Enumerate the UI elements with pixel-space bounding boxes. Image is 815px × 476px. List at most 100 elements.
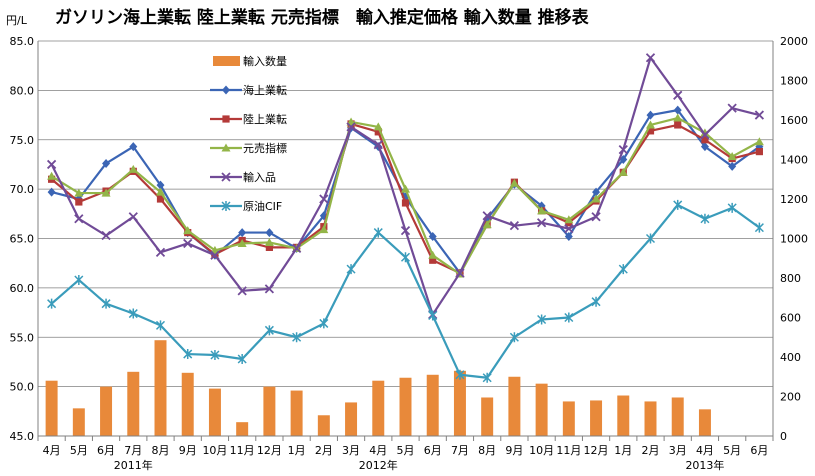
- data-point: [319, 194, 329, 204]
- data-point: [291, 243, 302, 254]
- x-tick-label: 6月: [424, 444, 442, 457]
- bar: [617, 395, 630, 436]
- x-tick-label: 8月: [152, 444, 170, 457]
- data-point: [75, 198, 83, 206]
- left-tick-label: 80.0: [10, 84, 35, 97]
- x-tick-label: 9月: [179, 444, 197, 457]
- data-point: [74, 188, 84, 197]
- right-tick-label: 400: [780, 351, 801, 364]
- data-point: [101, 188, 111, 197]
- data-point: [618, 167, 628, 176]
- data-point: [591, 194, 601, 203]
- legend-label: 輸入品: [243, 170, 276, 184]
- data-point: [264, 284, 275, 294]
- x-tick-label: 6月: [750, 444, 768, 457]
- data-point: [618, 144, 628, 155]
- data-point: [727, 103, 737, 113]
- bar: [671, 397, 684, 436]
- data-point: [509, 221, 520, 231]
- data-point: [754, 110, 765, 120]
- bar: [181, 372, 194, 436]
- data-point: [645, 233, 656, 244]
- legend-label: 元売指標: [243, 141, 287, 155]
- x-tick-label: 5月: [70, 444, 88, 457]
- data-point: [591, 212, 601, 222]
- data-point: [673, 113, 683, 122]
- x-axis-year-labels: 2011年 2012年 2013年: [114, 458, 725, 472]
- data-point: [401, 184, 410, 193]
- data-point: [455, 268, 465, 278]
- data-point: [700, 142, 709, 152]
- data-point: [155, 247, 166, 257]
- left-tick-label: 50.0: [10, 381, 35, 394]
- bar-series-import-volume: [45, 340, 711, 436]
- x-tick-label: 12月: [257, 444, 282, 457]
- data-point: [128, 164, 138, 173]
- axes: [37, 41, 774, 437]
- data-point: [128, 212, 138, 222]
- x-tick-label: 11月: [556, 444, 581, 457]
- x-tick-label: 10月: [529, 444, 554, 457]
- right-tick-label: 800: [780, 272, 801, 285]
- bar: [508, 376, 521, 436]
- bar: [644, 401, 657, 436]
- data-point: [564, 312, 574, 323]
- legend-label: 陸上業転: [243, 113, 287, 126]
- chart-title: ガソリン海上業転 陸上業転 元売指標 輸入推定価格 輸入数量 推移表: [55, 7, 590, 28]
- data-point: [701, 136, 709, 144]
- bar: [453, 370, 466, 436]
- data-point: [156, 195, 165, 203]
- data-point: [373, 227, 383, 238]
- data-point: [183, 226, 193, 235]
- data-point: [509, 332, 519, 343]
- x-tick-label: 9月: [505, 444, 523, 457]
- legend-marker: [221, 201, 231, 211]
- data-point: [74, 214, 84, 224]
- data-point: [47, 187, 56, 197]
- data-point: [183, 349, 193, 360]
- bar: [236, 422, 249, 436]
- bar: [345, 402, 358, 436]
- data-point: [74, 274, 84, 285]
- data-point: [482, 372, 492, 383]
- legend-marker: [222, 85, 230, 95]
- bar: [698, 409, 711, 436]
- data-point: [509, 178, 519, 187]
- right-tick-label: 1000: [780, 233, 808, 246]
- data-point: [727, 202, 737, 213]
- data-point: [727, 152, 737, 161]
- x-tick-label: 6月: [97, 444, 115, 457]
- data-point: [237, 238, 247, 247]
- x-tick-label: 12月: [584, 444, 609, 457]
- data-point: [564, 232, 573, 242]
- x-tick-label: 5月: [397, 444, 415, 457]
- left-tick-label: 70.0: [10, 183, 35, 196]
- data-point: [374, 128, 382, 136]
- legend-swatch: [213, 56, 240, 66]
- right-tick-label: 200: [780, 391, 801, 404]
- data-point: [128, 308, 138, 319]
- line-series-group: [46, 53, 765, 383]
- year-label: 2013年: [685, 458, 724, 472]
- x-tick-label: 1月: [614, 444, 632, 457]
- data-point: [700, 130, 710, 140]
- data-point: [754, 222, 764, 233]
- year-label: 2012年: [359, 458, 398, 472]
- x-tick-label: 2月: [315, 444, 333, 457]
- series-4: [46, 53, 765, 320]
- data-point: [319, 318, 329, 329]
- bar: [372, 380, 385, 436]
- data-point: [429, 256, 437, 264]
- x-tick-label: 1月: [288, 444, 306, 457]
- legend-marker: [221, 172, 231, 182]
- data-point: [400, 252, 411, 263]
- data-point: [673, 199, 683, 210]
- data-point: [237, 286, 247, 296]
- left-tick-label: 75.0: [10, 134, 35, 147]
- bar: [290, 390, 303, 436]
- bar: [590, 400, 603, 436]
- x-tick-label: 4月: [43, 444, 61, 457]
- data-point: [400, 225, 411, 236]
